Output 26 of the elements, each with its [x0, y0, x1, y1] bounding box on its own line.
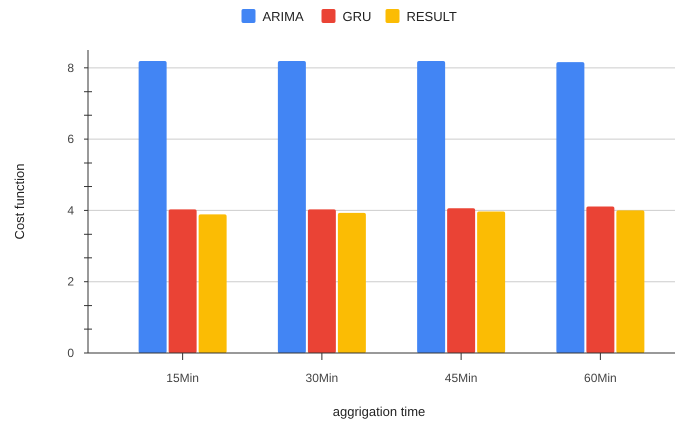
legend-label: ARIMA	[262, 9, 304, 24]
bar	[417, 61, 446, 353]
x-tick-label: 45Min	[444, 371, 478, 385]
legend-label: GRU	[342, 9, 372, 24]
bar	[198, 214, 227, 353]
legend-label: RESULT	[406, 9, 457, 24]
y-tick-label: 8	[67, 60, 74, 75]
bar	[586, 206, 614, 353]
y-tick-label: 2	[67, 274, 74, 289]
y-axis-title: Cost function	[12, 164, 27, 240]
x-axis-title: aggrigation time	[332, 404, 426, 419]
x-tick-label: 60Min	[584, 371, 617, 385]
bar	[447, 208, 476, 353]
y-tick-label: 4	[67, 203, 74, 218]
x-tick-label: 30Min	[306, 371, 338, 385]
bar	[338, 212, 366, 353]
y-tick-label: 6	[67, 132, 74, 146]
bar	[168, 209, 197, 353]
bar	[278, 61, 306, 353]
bar	[556, 62, 584, 353]
bar	[138, 61, 167, 353]
bar	[308, 209, 336, 353]
x-tick-label: 15Min	[166, 371, 199, 385]
bar	[477, 211, 506, 353]
bar	[616, 210, 644, 353]
y-tick-label: 0	[67, 346, 74, 360]
